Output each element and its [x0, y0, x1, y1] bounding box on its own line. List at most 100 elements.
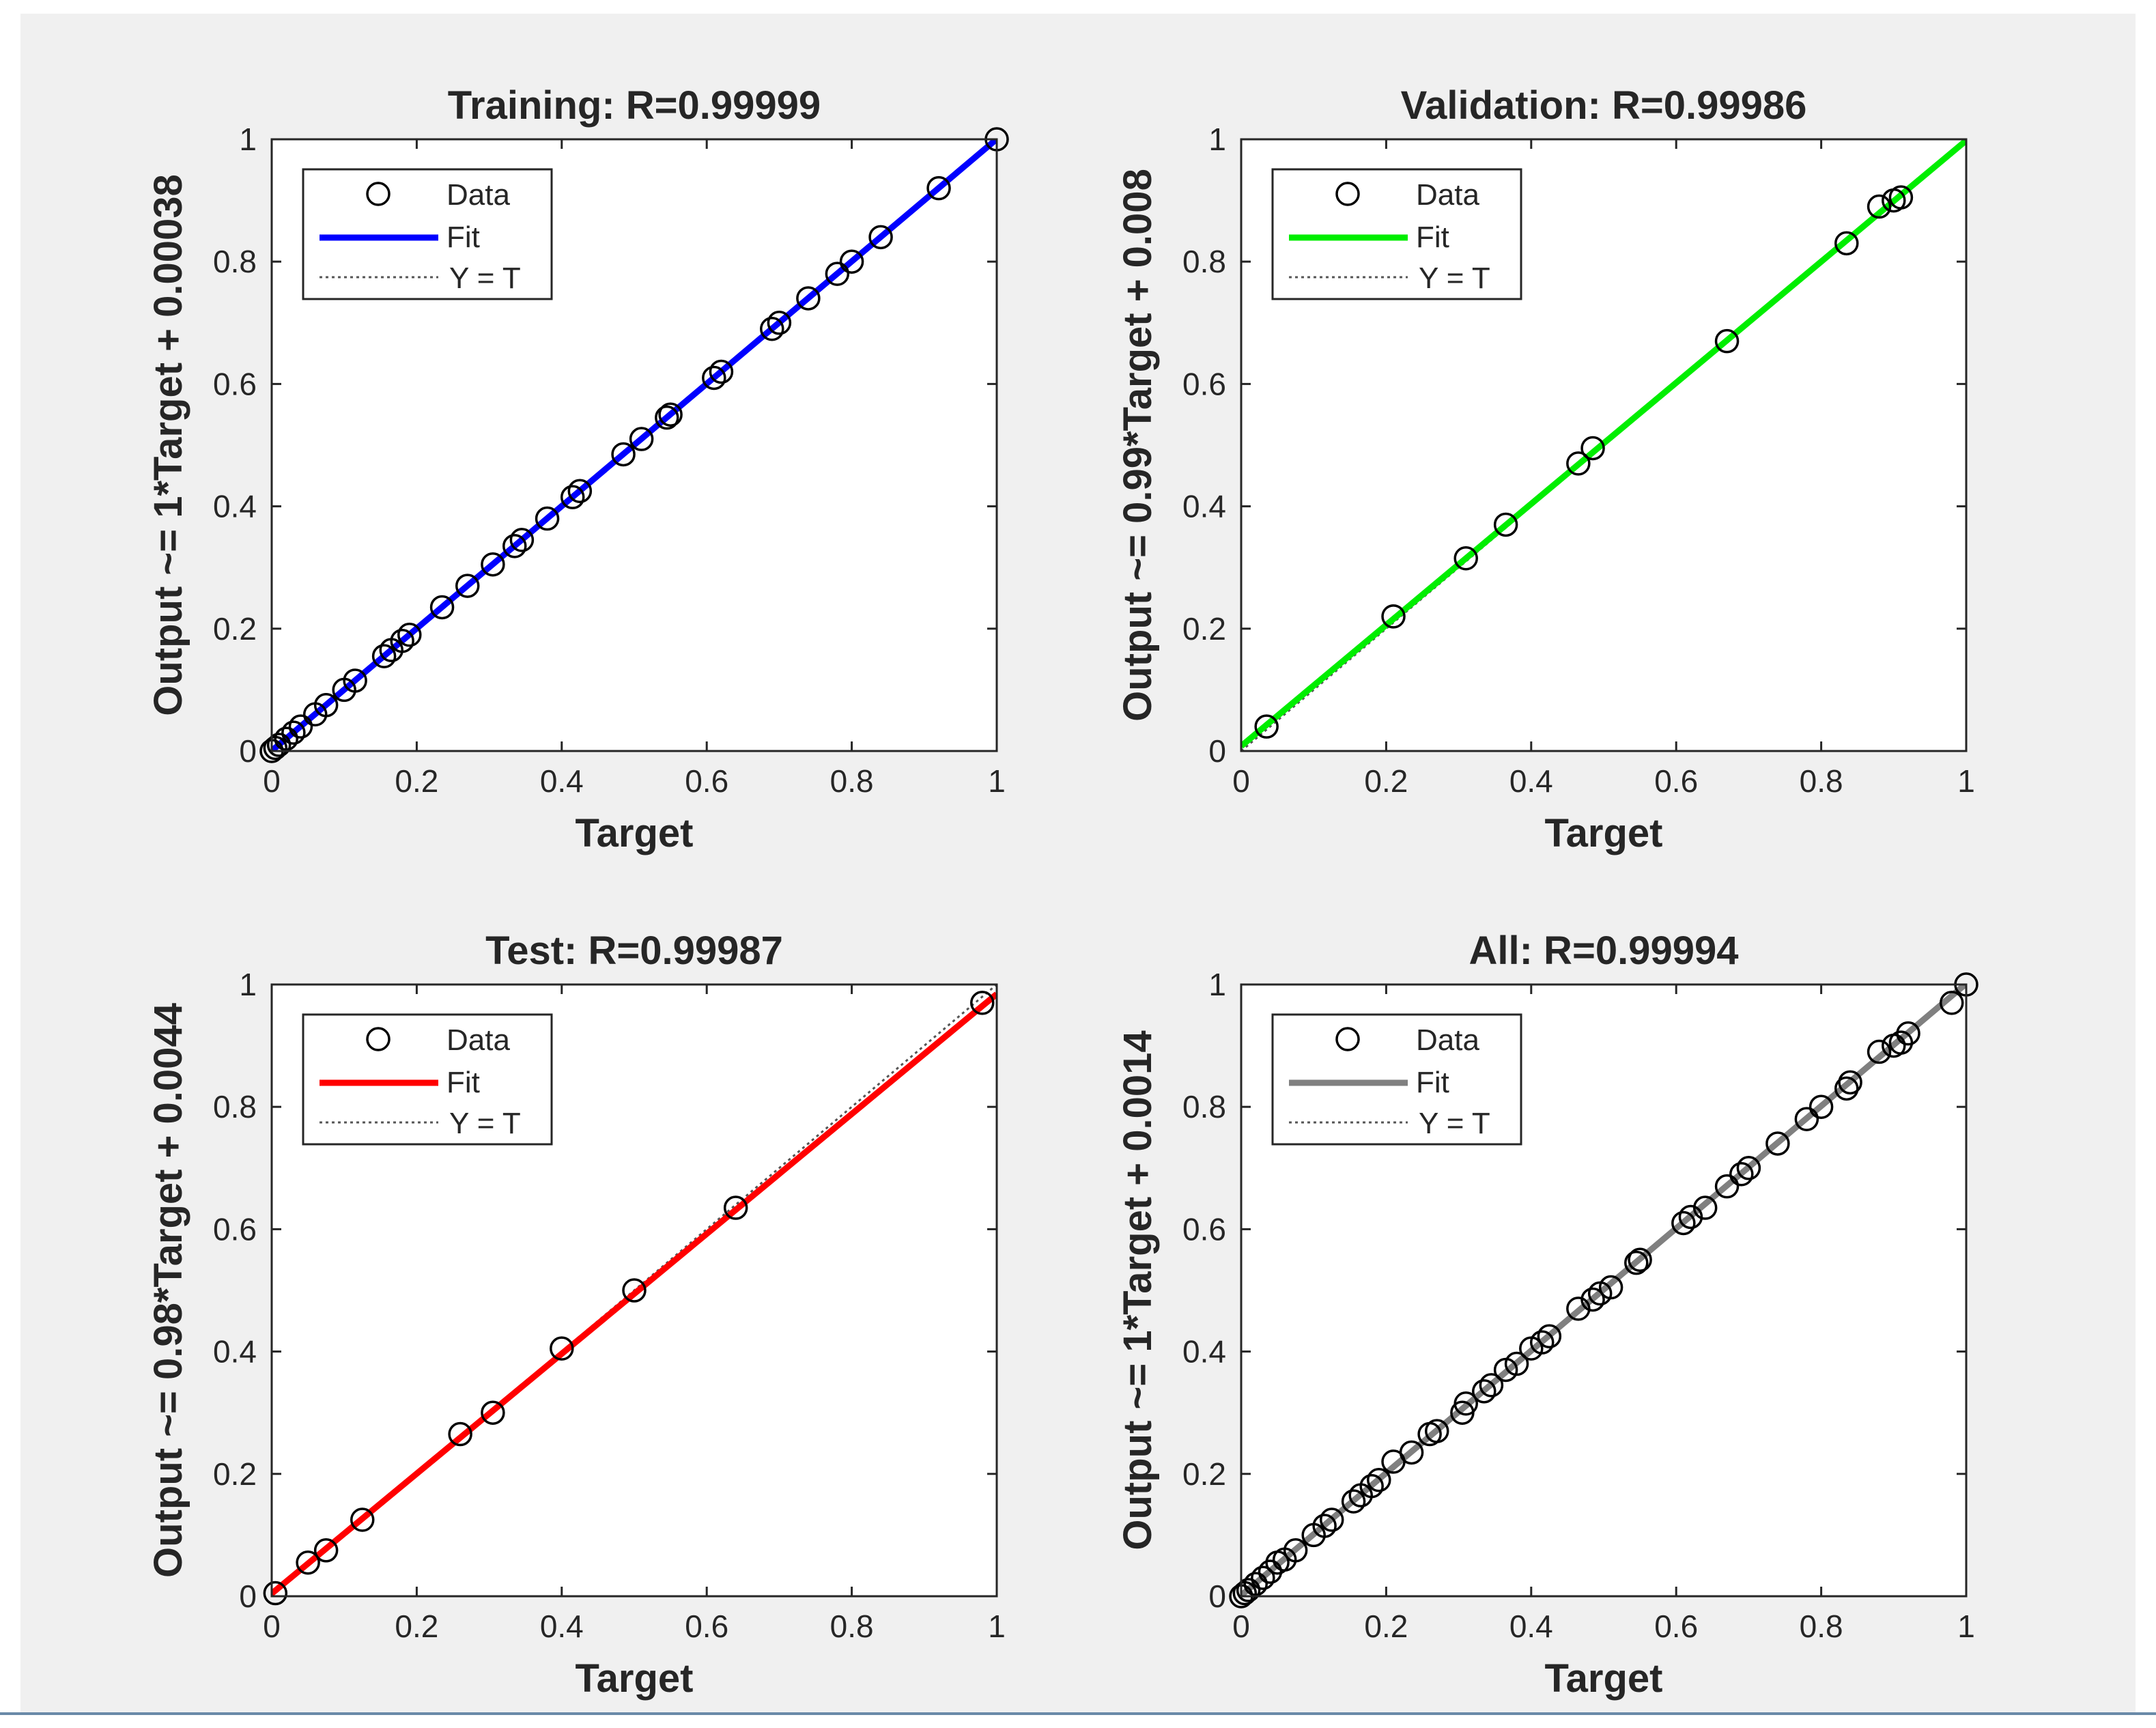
y-tick-label: 1: [239, 967, 257, 1002]
y-axis-label: Output ~= 0.99*Target + 0.008: [1116, 169, 1160, 722]
data-point: [1537, 1324, 1562, 1348]
y-tick-label: 0.4: [213, 1334, 257, 1370]
x-tick-label: 1: [988, 763, 1006, 799]
data-point: [825, 261, 850, 286]
data-point: [535, 506, 560, 531]
data-point: [429, 595, 455, 620]
data-point: [1283, 1538, 1308, 1563]
data-point: [455, 573, 480, 598]
data-point: [655, 405, 679, 430]
data-point: [1692, 1195, 1718, 1220]
data-point: [1714, 328, 1740, 354]
data-point: [796, 286, 821, 311]
x-tick-label: 0.2: [395, 1609, 438, 1644]
data-point: [1598, 1275, 1623, 1300]
panel-3: 00 0.2 0.2 0.4 0.4 0.6 0.6 0.8 0.8 1 1 All: R=0.999…: [1116, 929, 1978, 1701]
x-tick-label: 0.2: [1364, 1609, 1408, 1644]
y-tick-label: 0.6: [1182, 1211, 1226, 1247]
data-point: [397, 623, 422, 647]
y-tick-label: 0.6: [213, 366, 257, 401]
data-point: [1838, 1070, 1862, 1095]
legend: Data Fit Y = T: [302, 168, 553, 300]
y-tick-label: 0.2: [213, 611, 257, 647]
chart-title: All: R=0.99994: [1469, 929, 1739, 973]
data-point: [1729, 1162, 1754, 1187]
legend-label-fit: Fit: [446, 1066, 480, 1099]
x-tick-label: 0.8: [1800, 1609, 1843, 1644]
legend-label-identity: Y = T: [449, 261, 521, 295]
x-tick-label: 0.6: [685, 1609, 728, 1644]
data-point: [1867, 194, 1892, 219]
chart-title: Test: R=0.99987: [485, 929, 783, 973]
y-tick-label: 0.8: [1182, 1089, 1226, 1124]
y-tick-label: 0.8: [213, 244, 257, 279]
y-tick-label: 1: [239, 122, 257, 157]
y-tick-label: 0.4: [213, 489, 257, 524]
data-point: [1504, 1351, 1529, 1376]
data-point: [1453, 546, 1478, 571]
data-point: [926, 175, 951, 201]
data-point: [1794, 1107, 1819, 1131]
data-point: [1940, 991, 1964, 1015]
fit-line: [272, 991, 997, 1596]
data-point: [560, 485, 585, 509]
panel-2: 00 0.2 0.2 0.4 0.4 0.6 0.6 0.8 0.8 1 1 Test: R=0.99…: [146, 929, 1006, 1701]
legend-data-marker: [1335, 182, 1360, 206]
data-point: [343, 668, 367, 693]
y-axis-label: Output ~= 1*Target + 0.00038: [146, 174, 190, 716]
y-axis-label: Output ~= 0.98*Target + 0.0044: [146, 1003, 190, 1578]
legend-label-data: Data: [446, 1023, 510, 1057]
data-point: [702, 365, 726, 391]
legend-label-fit: Fit: [1416, 221, 1449, 254]
data-point: [1834, 1076, 1859, 1101]
data-point: [1714, 1174, 1740, 1199]
y-tick-label: 0.6: [213, 1211, 257, 1247]
data-point: [1529, 1330, 1555, 1355]
legend-label-identity: Y = T: [1419, 1107, 1490, 1140]
data-point: [1424, 1419, 1449, 1443]
data-point: [371, 644, 397, 668]
data-point: [839, 249, 864, 274]
data-point: [1888, 185, 1914, 210]
y-tick-label: 0: [1208, 1578, 1226, 1614]
y-tick-label: 0.4: [1182, 1334, 1226, 1370]
data-point: [509, 528, 535, 552]
data-point: [1236, 1578, 1261, 1602]
chart-title: Validation: R=0.99986: [1401, 83, 1807, 128]
x-tick-label: 0: [263, 763, 281, 799]
data-point: [629, 427, 654, 451]
legend-data-marker: [366, 1027, 391, 1051]
data-point: [481, 552, 505, 577]
x-axis-label: Target: [576, 811, 694, 855]
data-point: [1254, 714, 1279, 739]
legend: Data Fit Y = T: [302, 1013, 553, 1146]
y-tick-label: 0.2: [1182, 1456, 1226, 1492]
x-axis-label: Target: [1545, 1656, 1663, 1701]
panel-1: 00 0.2 0.2 0.4 0.4 0.6 0.6 0.8 0.8 1 1 Validation: …: [1116, 83, 1975, 855]
data-point: [611, 442, 636, 467]
data-point: [1765, 1131, 1790, 1156]
legend-label-data: Data: [1416, 178, 1479, 212]
legend-label-data: Data: [1416, 1023, 1479, 1057]
data-point: [567, 479, 593, 503]
y-tick-label: 0.8: [213, 1089, 257, 1124]
x-tick-label: 0.6: [685, 763, 728, 799]
data-point: [868, 225, 893, 250]
x-axis-label: Target: [576, 1656, 694, 1701]
legend: Data Fit Y = T: [1271, 168, 1522, 300]
axes-box: [270, 138, 998, 752]
x-tick-label: 0.2: [1364, 763, 1408, 799]
data-point: [266, 733, 292, 757]
y-tick-label: 0.2: [1182, 611, 1226, 647]
x-tick-label: 0.4: [1509, 1609, 1553, 1644]
data-point: [1896, 1021, 1920, 1046]
x-tick-label: 0.4: [1509, 763, 1553, 799]
x-tick-label: 0: [263, 1609, 281, 1644]
data-point: [1479, 1373, 1504, 1398]
data-point: [448, 1421, 472, 1447]
data-point: [1834, 231, 1859, 256]
data-point: [1628, 1247, 1652, 1272]
y-tick-label: 0.2: [213, 1456, 257, 1492]
data-point: [1580, 436, 1605, 461]
x-axis-label: Target: [1545, 811, 1663, 855]
